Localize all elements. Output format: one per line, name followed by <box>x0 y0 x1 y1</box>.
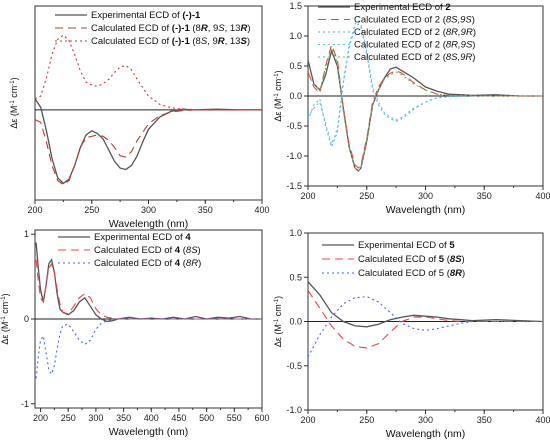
chart-c: 200 250 300 350 400 450 500 550 600 -1 0 1 Wavelengt… <box>0 229 270 438</box>
series-line-3 <box>308 23 543 149</box>
y-tick-label: 1.0 <box>289 31 302 41</box>
x-tick-label: 400 <box>144 413 159 423</box>
legend-entry: Experimental ECD of (-)-1 <box>91 10 201 21</box>
x-tick-label: 300 <box>418 415 433 425</box>
y-axis-label: Δε (M-1 cm-1) <box>273 296 283 347</box>
legend-entry: Calculated ECD of 2 (8S,9R) <box>354 52 475 63</box>
x-tick-label: 400 <box>535 191 550 201</box>
x-tick-label: 300 <box>88 413 103 423</box>
series-line-4 <box>308 20 543 146</box>
x-tick-label: 500 <box>199 413 214 423</box>
x-tick-label: 600 <box>254 413 269 423</box>
legend-entry: Calculated ECD of 2 (8S,9S) <box>354 15 475 26</box>
series-line-3 <box>35 318 262 379</box>
legend-entry: Calculated ECD of 2 (8R,9S) <box>354 40 475 51</box>
y-tick-label: 0.0 <box>289 317 302 327</box>
legend-entry: Calculated ECD of 5 (8R) <box>358 268 465 279</box>
series-line-2 <box>308 43 543 169</box>
series-line-2 <box>35 259 262 320</box>
x-tick-label: 350 <box>116 413 131 423</box>
legend-entry: Experimental ECD of 2 <box>354 2 451 13</box>
series-line-1 <box>35 98 262 185</box>
x-tick-label: 550 <box>227 413 242 423</box>
y-tick-label: -1.0 <box>286 405 302 415</box>
x-tick-label: 300 <box>141 205 156 215</box>
y-axis-label: Δε (M-1 cm-1) <box>9 77 19 128</box>
series-line-3 <box>35 34 262 111</box>
legend-entry: Calculated ECD of 2 (8R,9R) <box>354 27 476 38</box>
x-axis-label: Wavelength (nm) <box>386 428 466 440</box>
x-tick-label: 200 <box>33 413 48 423</box>
legend-entry: Calculated ECD of 5 (8S) <box>358 254 465 265</box>
chart-a: 200 250 300 350 400 Wavelength (nm) Δε (M-1 cm… <box>9 5 270 230</box>
y-tick-label: -0.5 <box>286 361 302 371</box>
x-tick-label: 250 <box>359 415 374 425</box>
x-tick-label: 200 <box>27 205 42 215</box>
series-line-1 <box>308 281 543 328</box>
x-tick-label: 400 <box>254 205 269 215</box>
x-axis-label: Wavelength (nm) <box>386 204 466 216</box>
y-tick-label: -1.0 <box>286 151 302 161</box>
y-axis-label: Δε (M-1 cm-1) <box>273 70 283 121</box>
chart-d: 200 250 300 350 400 -1.0 -0.5 0.0 0.5 1.0 Waveleng… <box>273 228 550 440</box>
x-tick-label: 450 <box>171 413 186 423</box>
y-tick-label: 0.0 <box>289 91 302 101</box>
series-line-1 <box>308 48 543 172</box>
x-tick-label: 350 <box>477 191 492 201</box>
x-tick-label: 250 <box>359 191 374 201</box>
y-axis-label: Δε (M-1 cm-1) <box>0 293 10 344</box>
x-axis-label: Wavelength (nm) <box>109 426 189 438</box>
y-tick-label: 0.5 <box>289 61 302 71</box>
x-tick-label: 350 <box>198 205 213 215</box>
y-tick-label: -1.5 <box>286 181 302 191</box>
series-line-2 <box>35 109 262 186</box>
y-tick-label: 1 <box>24 229 29 239</box>
y-tick-label: 1.0 <box>289 228 302 238</box>
x-tick-label: 250 <box>84 205 99 215</box>
x-tick-label: 350 <box>477 415 492 425</box>
x-tick-label: 200 <box>300 191 315 201</box>
y-tick-label: 0.5 <box>289 272 302 282</box>
x-axis-label: Wavelength (nm) <box>109 218 189 230</box>
x-tick-label: 400 <box>535 415 550 425</box>
series-line-2 <box>308 290 543 349</box>
series-line-3 <box>308 296 543 358</box>
x-tick-label: 250 <box>61 413 76 423</box>
chart-b: 200 250 300 350 400 -1.5 -1.0 -0.5 0.0 0.5 1.0 1.5 W… <box>273 1 550 216</box>
y-tick-label: -0.5 <box>286 121 302 131</box>
legend-entry: Calculated ECD of 4 (8R) <box>94 258 201 269</box>
series-line-5 <box>308 46 543 172</box>
y-tick-label: 1.5 <box>289 1 302 11</box>
legend-entry: Experimental ECD of 5 <box>358 240 455 251</box>
legend-entry: Calculated ECD of (-)-1 (8S, 9R, 13S) <box>91 36 250 47</box>
x-tick-label: 300 <box>418 191 433 201</box>
legend-entry: Calculated ECD of (-)-1 (8R, 9S, 13R) <box>91 23 251 34</box>
series-line-1 <box>35 242 262 323</box>
y-tick-label: 0 <box>24 314 29 324</box>
legend-entry: Calculated ECD of 4 (8S) <box>94 245 201 256</box>
legend-entry: Experimental ECD of 4 <box>94 232 191 243</box>
y-tick-label: -1 <box>21 399 29 409</box>
x-tick-label: 200 <box>300 415 315 425</box>
